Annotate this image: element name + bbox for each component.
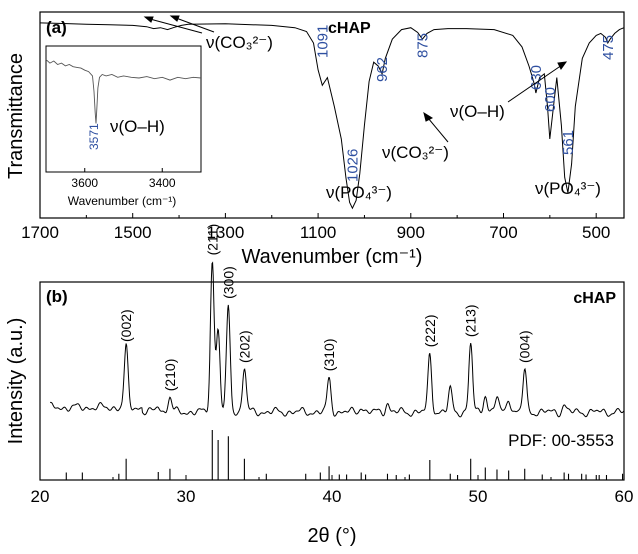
hkl-label: (300) bbox=[220, 266, 236, 299]
panel-b-tick-label: 30 bbox=[177, 487, 196, 506]
annotation-carbonate-1: ν(CO₃²⁻) bbox=[206, 33, 273, 52]
inset-annotation: ν(O–H) bbox=[110, 117, 165, 136]
panel-a-tick-label: 1500 bbox=[114, 223, 152, 242]
panel-a-x-ticks: 1700 1500 1300 1100 900 700 500 bbox=[21, 213, 610, 242]
panel-b-tick-label: 60 bbox=[615, 487, 634, 506]
inset-spectrum-line bbox=[45, 59, 202, 124]
annotation-phosphate-2: ν(PO₄³⁻) bbox=[535, 179, 601, 198]
peak-label-600: 600 bbox=[542, 87, 559, 112]
panel-b-x-ticks: 20 30 40 50 60 bbox=[31, 475, 634, 506]
hkl-label: (213) bbox=[463, 304, 479, 337]
xrd-pattern-line bbox=[49, 261, 625, 418]
panel-a-xlabel: Wavenumber (cm⁻¹) bbox=[242, 246, 423, 268]
panel-b-tick-label: 20 bbox=[31, 487, 50, 506]
peak-label-1026: 1026 bbox=[344, 149, 361, 182]
panel-b-title: cHAP bbox=[573, 290, 616, 307]
hkl-label: (202) bbox=[236, 330, 252, 363]
panel-b-tick-label: 40 bbox=[323, 487, 342, 506]
panel-a-tick-label: 1100 bbox=[300, 223, 337, 242]
panel-b-xlabel: 2θ (°) bbox=[307, 525, 356, 547]
panel-a-tick-label: 1300 bbox=[206, 223, 244, 242]
hkl-label: (211) bbox=[204, 224, 220, 256]
inset-x-ticks: 3600 3400 bbox=[71, 168, 176, 190]
peak-label-561: 561 bbox=[560, 130, 577, 155]
panel-b: 20 30 40 50 60 (002) (210) (211)(300) (202) (310… bbox=[5, 224, 633, 547]
panel-a-frame bbox=[39, 11, 625, 219]
panel-a-tick-label: 700 bbox=[489, 223, 517, 242]
inset-tick-label: 3600 bbox=[71, 176, 98, 190]
panel-a-tick-label: 1700 bbox=[21, 223, 59, 242]
panel-a-tick-label: 900 bbox=[397, 223, 425, 242]
reference-label: PDF: 00-3553 bbox=[508, 431, 614, 450]
hkl-label: (210) bbox=[162, 359, 178, 392]
miller-index-labels: (002) (210) (211)(300) (202) (310) (222) (213)… bbox=[118, 224, 533, 392]
panel-a-tick-label: 500 bbox=[582, 223, 610, 242]
hkl-label: (222) bbox=[422, 315, 438, 348]
peak-label-475: 475 bbox=[600, 35, 617, 60]
peak-label-875: 875 bbox=[414, 33, 431, 58]
panel-a-title: cHAP bbox=[328, 20, 371, 37]
pdf-reference-lines bbox=[65, 430, 624, 480]
hkl-label: (310) bbox=[321, 339, 337, 372]
annotation-arrows bbox=[143, 15, 568, 143]
panel-b-tick-label: 50 bbox=[469, 487, 488, 506]
ir-spectrum-line bbox=[39, 22, 625, 210]
inset-xlabel: Wavenumber (cm⁻¹) bbox=[68, 194, 177, 208]
inset-frame bbox=[45, 45, 202, 173]
peak-label-962: 962 bbox=[374, 57, 391, 82]
annotation-phosphate-1: ν(PO₄³⁻) bbox=[326, 183, 392, 202]
panel-a-ylabel: Transmittance bbox=[5, 53, 27, 179]
annotation-carbonate-2: ν(CO₃²⁻) bbox=[382, 143, 449, 162]
inset-oh-region: 3600 3400 3571 ν(O–H) Wavenumber (cm⁻¹) bbox=[45, 45, 202, 208]
annotation-oh: ν(O–H) bbox=[450, 102, 505, 121]
panel-a-label: (a) bbox=[46, 18, 67, 37]
panel-a: 1700 1500 1300 1100 900 700 500 (a) cHAP Trans… bbox=[5, 11, 625, 268]
hkl-label: (002) bbox=[118, 309, 134, 342]
inset-peak-label: 3571 bbox=[87, 123, 101, 150]
peak-label-1091: 1091 bbox=[314, 25, 331, 58]
panel-b-label: (b) bbox=[46, 287, 68, 306]
inset-tick-label: 3400 bbox=[149, 176, 176, 190]
panel-b-ylabel: Intensity (a.u.) bbox=[5, 318, 27, 445]
peak-label-630: 630 bbox=[528, 65, 545, 90]
hkl-label: (004) bbox=[517, 330, 533, 363]
